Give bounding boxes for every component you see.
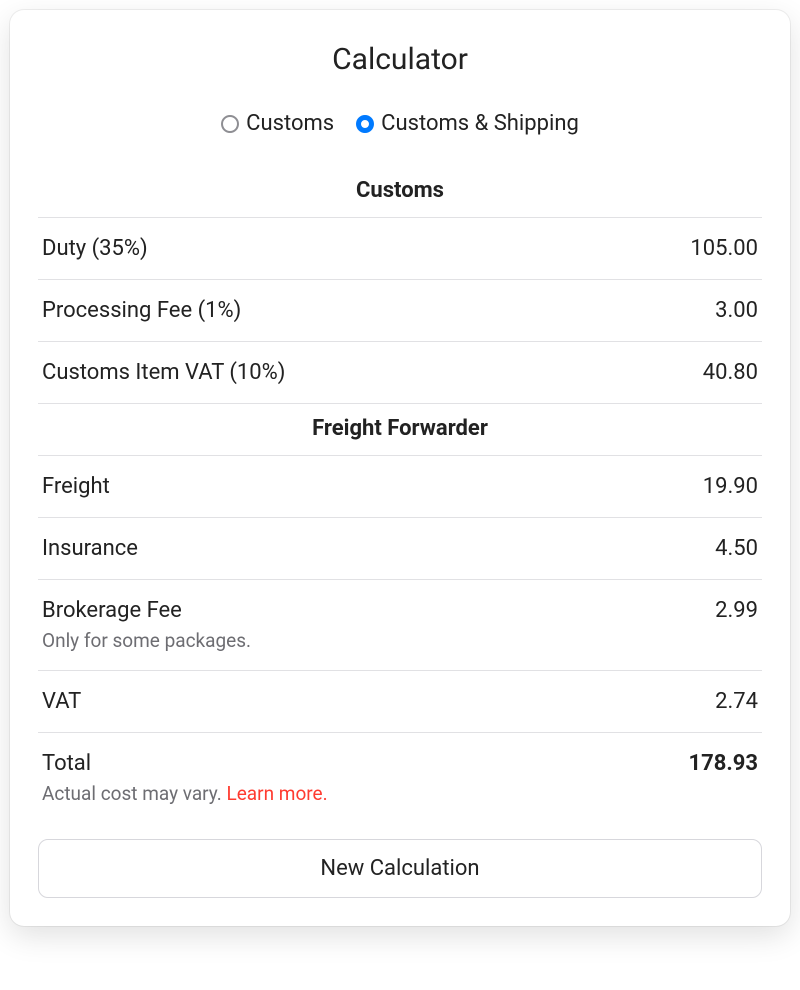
section-header-freight: Freight Forwarder: [38, 404, 762, 456]
row-label-freight: Freight: [42, 474, 110, 499]
row-value-freight: 19.90: [703, 474, 758, 499]
radio-icon: [356, 115, 374, 133]
row-value-duty: 105.00: [690, 236, 758, 261]
section-header-customs: Customs: [38, 166, 762, 218]
page-title: Calculator: [38, 42, 762, 77]
row-value-total: 178.93: [689, 751, 759, 776]
radio-customs[interactable]: Customs: [221, 111, 334, 136]
row-label-insurance: Insurance: [42, 536, 138, 561]
learn-more-link[interactable]: Learn more.: [227, 782, 328, 805]
table-row: Insurance 4.50: [38, 518, 762, 580]
new-calculation-button[interactable]: New Calculation: [38, 839, 762, 898]
radio-customs-shipping[interactable]: Customs & Shipping: [356, 111, 579, 136]
row-label-brokerage: Brokerage Fee: [42, 598, 251, 623]
table-row: Processing Fee (1%) 3.00: [38, 280, 762, 342]
radio-customs-label: Customs: [246, 111, 334, 136]
row-label-vat: VAT: [42, 689, 81, 714]
table-row-total: Total Actual cost may vary. Learn more. …: [38, 733, 762, 823]
mode-radio-group: Customs Customs & Shipping: [38, 111, 762, 136]
row-value-brokerage: 2.99: [715, 598, 758, 623]
radio-customs-shipping-label: Customs & Shipping: [381, 111, 579, 136]
row-label-customs-vat: Customs Item VAT (10%): [42, 360, 285, 385]
radio-icon: [221, 115, 239, 133]
row-value-vat: 2.74: [715, 689, 758, 714]
row-value-customs-vat: 40.80: [703, 360, 758, 385]
row-label-processing-fee: Processing Fee (1%): [42, 298, 241, 323]
row-value-processing-fee: 3.00: [715, 298, 758, 323]
table-row: Brokerage Fee Only for some packages. 2.…: [38, 580, 762, 671]
row-sub-brokerage: Only for some packages.: [42, 629, 251, 652]
row-value-insurance: 4.50: [715, 536, 758, 561]
table-row: Duty (35%) 105.00: [38, 218, 762, 280]
total-sub-prefix: Actual cost may vary.: [42, 782, 227, 805]
row-label-duty: Duty (35%): [42, 236, 148, 261]
row-sub-total: Actual cost may vary. Learn more.: [42, 782, 328, 805]
table-row: Customs Item VAT (10%) 40.80: [38, 342, 762, 404]
table-row: Freight 19.90: [38, 456, 762, 518]
table-row: VAT 2.74: [38, 671, 762, 733]
row-label-total: Total: [42, 751, 328, 776]
calculator-card: Calculator Customs Customs & Shipping Cu…: [10, 10, 790, 926]
